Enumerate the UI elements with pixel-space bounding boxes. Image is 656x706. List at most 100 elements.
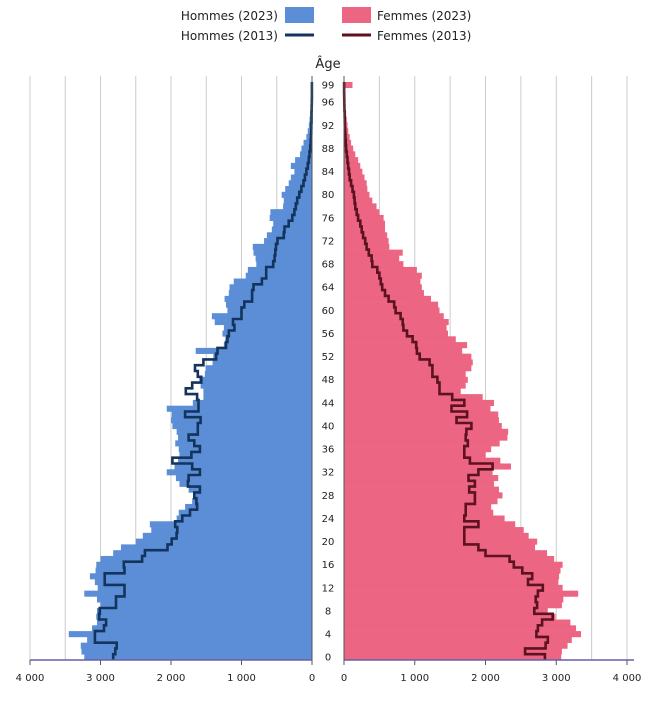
bar-hommes-2023 — [266, 232, 312, 239]
bar-femmes-2023 — [344, 359, 473, 366]
age-axis-title: Âge — [315, 56, 340, 72]
bar-hommes-2023 — [199, 376, 312, 383]
bar-hommes-2023 — [142, 532, 312, 539]
bar-hommes-2023 — [100, 555, 312, 563]
bar-femmes-2023 — [344, 527, 524, 534]
bar-hommes-2023 — [223, 342, 312, 349]
bar-hommes-2023 — [301, 145, 312, 152]
x-tick-label-right: 2 000 — [471, 673, 500, 684]
bar-hommes-2023 — [149, 521, 312, 528]
bar-hommes-2023 — [294, 168, 312, 175]
bar-femmes-2023 — [344, 371, 466, 378]
age-tick-label: 92 — [322, 121, 335, 132]
bar-femmes-2023 — [344, 428, 509, 435]
bar-hommes-2023 — [306, 134, 312, 141]
age-tick-label: 16 — [322, 560, 335, 571]
x-tick-label-left: 2 000 — [157, 673, 186, 684]
bar-hommes-2023 — [89, 573, 312, 580]
age-tick-label: 28 — [322, 491, 335, 502]
bar-hommes-2023 — [171, 411, 312, 418]
bar-hommes-2023 — [96, 613, 313, 620]
bar-hommes-2023 — [84, 590, 312, 597]
bar-femmes-2023 — [344, 336, 456, 343]
bar-femmes-2023 — [344, 636, 572, 643]
bar-femmes-2023 — [344, 301, 439, 308]
bar-femmes-2023 — [344, 365, 472, 372]
bar-hommes-2023 — [188, 486, 312, 493]
bar-femmes-2023 — [344, 249, 403, 256]
x-tick-label-left: 3 000 — [86, 673, 115, 684]
bar-femmes-2023 — [344, 266, 417, 274]
bar-femmes-2023 — [344, 399, 494, 406]
bar-femmes-2023 — [344, 394, 483, 401]
age-tick-label: 56 — [322, 329, 335, 340]
bar-femmes-2023 — [344, 469, 493, 476]
bar-hommes-2023 — [212, 359, 312, 366]
bar-femmes-2023 — [344, 440, 500, 447]
bar-femmes-2023 — [344, 457, 501, 464]
bar-hommes-2023 — [269, 214, 312, 222]
bar-femmes-2023 — [344, 532, 529, 539]
bar-hommes-2023 — [100, 602, 312, 609]
x-tick-label-left: 0 — [309, 673, 315, 684]
bar-hommes-2023 — [179, 451, 312, 458]
bar-hommes-2023 — [179, 480, 312, 487]
bar-femmes-2023 — [344, 654, 562, 661]
bar-femmes-2023 — [344, 538, 538, 545]
bar-hommes-2023 — [81, 648, 312, 655]
bar-femmes-2023 — [344, 139, 352, 146]
bar-femmes-2023 — [344, 509, 494, 516]
bar-femmes-2023 — [344, 550, 548, 557]
age-tick-label: 40 — [322, 421, 335, 432]
bar-femmes-2023 — [344, 613, 556, 620]
bar-hommes-2023 — [92, 625, 312, 632]
bar-hommes-2023 — [224, 295, 312, 302]
bar-hommes-2023 — [283, 203, 312, 210]
bar-hommes-2023 — [96, 619, 312, 626]
bar-femmes-2023 — [344, 347, 463, 354]
x-axis-ticks: 4 000 3 000 2 000 1 000 0 0 1 000 2 000 3 000 4 0… — [16, 660, 641, 684]
age-tick-label: 24 — [322, 514, 335, 525]
bar-femmes-2023 — [344, 642, 568, 649]
x-tick-label-left: 4 000 — [16, 673, 45, 684]
age-tick-label: 32 — [322, 468, 335, 479]
bar-hommes-2023 — [264, 238, 312, 245]
bar-hommes-2023 — [290, 174, 312, 181]
bar-femmes-2023 — [344, 446, 492, 453]
bar-hommes-2023 — [193, 492, 312, 499]
bar-femmes-2023 — [344, 584, 563, 591]
bar-femmes-2023 — [344, 498, 498, 505]
legend-swatch-femmes-2023 — [342, 7, 371, 23]
bar-femmes-2023 — [344, 318, 449, 326]
age-tick-label: 52 — [322, 352, 335, 363]
bar-femmes-2023 — [344, 209, 380, 216]
bar-hommes-2023 — [253, 249, 312, 256]
age-tick-label: 76 — [322, 213, 335, 224]
x-tick-label-right: 3 000 — [542, 673, 571, 684]
bar-femmes-2023 — [344, 625, 577, 632]
bar-femmes-2023 — [344, 544, 536, 551]
legend-label-femmes-2013: Femmes (2013) — [377, 29, 471, 43]
bar-femmes-2023 — [344, 168, 363, 175]
bar-femmes-2023 — [344, 631, 582, 638]
bar-femmes-2023 — [344, 619, 571, 626]
bar-femmes-2023 — [344, 475, 499, 482]
bar-femmes-2023 — [344, 197, 373, 204]
bar-hommes-2023 — [295, 157, 312, 164]
bar-femmes-2023 — [344, 82, 353, 89]
bar-femmes-2023 — [344, 503, 492, 511]
bar-hommes-2023 — [178, 457, 312, 464]
bar-hommes-2023 — [166, 469, 312, 476]
bar-hommes-2023 — [176, 428, 312, 435]
age-tick-label: 36 — [322, 445, 335, 456]
bar-hommes-2023 — [233, 278, 312, 285]
x-tick-label-right: 1 000 — [400, 673, 429, 684]
age-tick-label: 88 — [322, 144, 335, 155]
bar-femmes-2023 — [344, 480, 494, 487]
bar-hommes-2023 — [174, 463, 312, 470]
bar-hommes-2023 — [229, 284, 312, 291]
bar-hommes-2023 — [290, 162, 312, 169]
age-tick-label: 4 — [325, 629, 331, 640]
age-tick-label: 20 — [322, 537, 335, 548]
